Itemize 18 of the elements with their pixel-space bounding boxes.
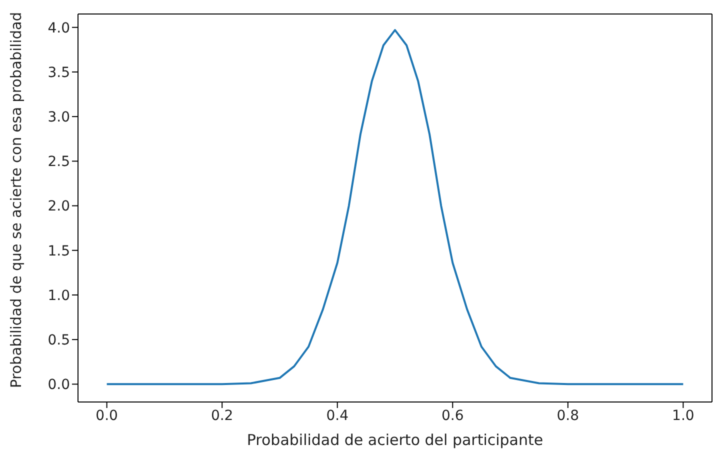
y-axis-title: Probabilidad de que se acierte con esa probabilidad bbox=[9, 12, 26, 388]
line-series bbox=[106, 29, 684, 386]
y-tick-label: 0.5 bbox=[48, 332, 70, 349]
y-tick-label: 3.5 bbox=[48, 64, 70, 81]
x-tick-label: 0.8 bbox=[556, 408, 580, 424]
y-tick-label: 1.5 bbox=[48, 243, 70, 260]
y-tick-label: 2.5 bbox=[48, 154, 70, 170]
x-axis-title: Probabilidad de acierto del participante bbox=[246, 431, 544, 449]
x-tick-label: 0.2 bbox=[210, 408, 234, 424]
y-tick-label: 1.0 bbox=[48, 288, 70, 304]
x-tick-label: 0.6 bbox=[442, 408, 464, 424]
x-tick-label: 1.0 bbox=[672, 408, 694, 424]
y-tick-label: 0.0 bbox=[48, 377, 70, 394]
y-tick-label: 3.0 bbox=[48, 110, 70, 126]
y-tick-label: 2.0 bbox=[48, 198, 70, 215]
y-tick-label: 4.0 bbox=[48, 20, 70, 36]
x-tick-label: 0.4 bbox=[326, 408, 349, 424]
x-tick-label: 0.0 bbox=[96, 408, 118, 424]
